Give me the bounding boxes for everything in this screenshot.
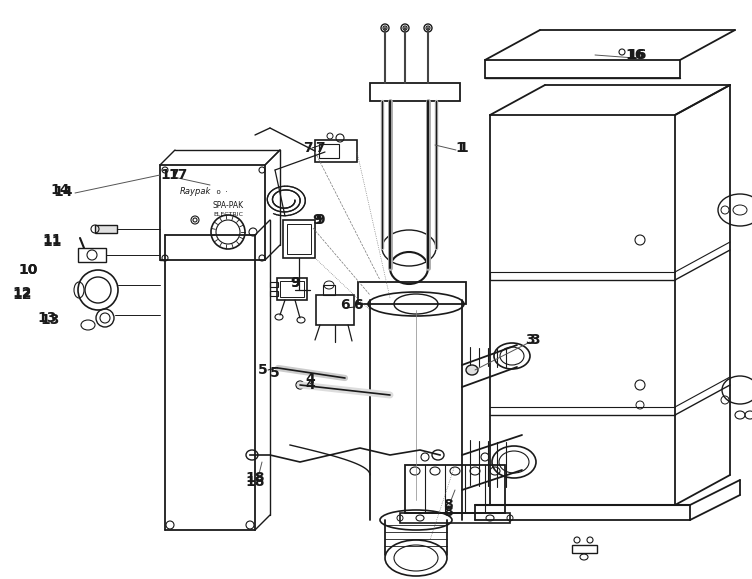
Text: 3: 3	[525, 333, 535, 347]
Text: 1: 1	[458, 141, 468, 155]
Bar	[316, 295, 354, 325]
Text: ELECTRIC: ELECTRIC	[213, 211, 243, 217]
Text: 10: 10	[18, 263, 38, 277]
Bar	[283, 220, 315, 258]
Bar	[277, 278, 307, 300]
Text: 14: 14	[53, 185, 73, 199]
Text: 9: 9	[315, 213, 325, 227]
Text: 1: 1	[455, 141, 465, 155]
Ellipse shape	[466, 365, 478, 375]
Text: Raypak: Raypak	[179, 188, 211, 196]
Bar	[270, 291, 278, 296]
Bar	[319, 144, 339, 158]
Text: 18: 18	[245, 471, 265, 485]
Text: 9: 9	[290, 276, 300, 290]
Bar	[160, 165, 265, 260]
Text: 7: 7	[303, 141, 313, 155]
Text: 4: 4	[305, 378, 315, 392]
Text: 14: 14	[50, 183, 70, 197]
Text: 4: 4	[305, 372, 315, 386]
Text: 6: 6	[340, 298, 350, 312]
Text: 12: 12	[12, 288, 32, 302]
Text: 13: 13	[41, 313, 59, 327]
Text: 17: 17	[160, 168, 180, 182]
Bar	[370, 83, 460, 101]
Text: 9: 9	[290, 276, 300, 290]
Bar	[315, 140, 357, 162]
Text: 6: 6	[353, 298, 362, 312]
Text: 17: 17	[168, 168, 188, 182]
Text: 10: 10	[18, 263, 38, 277]
Text: 7: 7	[315, 141, 325, 155]
Text: SPA-PAK: SPA-PAK	[212, 200, 244, 210]
Bar	[323, 285, 335, 295]
Text: 16: 16	[627, 48, 647, 62]
Text: 8: 8	[443, 498, 453, 512]
Text: 5: 5	[258, 363, 268, 377]
Text: 11: 11	[42, 235, 62, 249]
Bar	[78, 248, 106, 262]
Bar	[485, 60, 680, 78]
Bar	[270, 282, 278, 287]
Bar	[287, 224, 311, 254]
Bar	[400, 513, 510, 523]
Text: 9: 9	[312, 213, 322, 227]
Bar	[280, 281, 304, 297]
Bar	[572, 545, 597, 553]
Text: 13: 13	[38, 311, 56, 325]
Text: 5: 5	[270, 366, 280, 380]
Text: 12: 12	[12, 286, 32, 300]
Text: 16: 16	[626, 48, 644, 62]
Bar	[95, 225, 117, 233]
Text: 3: 3	[530, 333, 540, 347]
Text: 8: 8	[443, 505, 453, 519]
Bar	[405, 465, 505, 513]
Text: 11: 11	[42, 233, 62, 247]
Bar	[358, 282, 466, 304]
Text: 18: 18	[245, 475, 265, 489]
Text: o  ·: o ·	[212, 189, 228, 195]
